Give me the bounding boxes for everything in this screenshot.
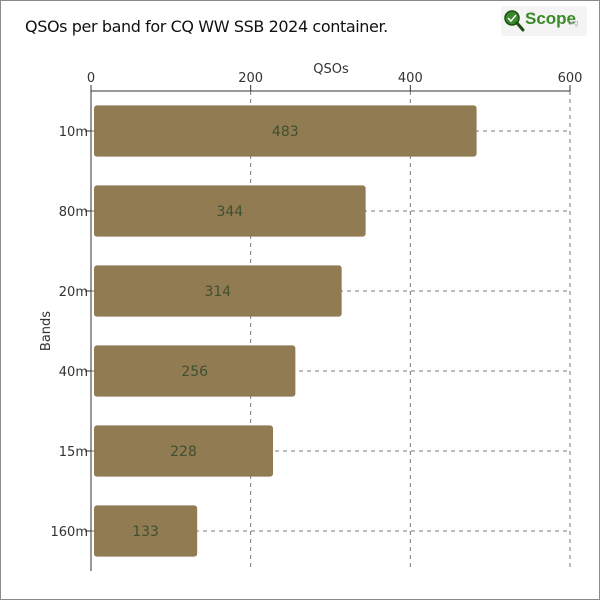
bar-value-label: 228 xyxy=(170,444,197,460)
qscope-logo[interactable]: Scope org xyxy=(501,6,587,36)
x-tick-label: 600 xyxy=(558,71,583,86)
chart-title: QSOs per band for CQ WW SSB 2024 contain… xyxy=(25,17,388,36)
y-tick-label: 15m xyxy=(59,445,88,460)
bar-value-label: 344 xyxy=(216,204,243,220)
y-tick-label: 40m xyxy=(59,365,88,380)
logo-suffix: org xyxy=(568,20,579,27)
logo-text: Scope xyxy=(525,9,577,28)
bar-80m[interactable] xyxy=(94,185,366,237)
bar-160m[interactable] xyxy=(94,505,198,557)
bar-20m[interactable] xyxy=(94,265,342,317)
y-tick-label: 80m xyxy=(59,205,88,220)
grid-lines xyxy=(91,91,571,571)
x-tick-label: 0 xyxy=(87,71,95,86)
y-tick-label: 20m xyxy=(59,285,88,300)
bar-40m[interactable] xyxy=(94,345,296,397)
axes-group: 0 200 400 600 10m 80m 20m 40m 15m 160m xyxy=(51,71,583,571)
x-tick-label: 200 xyxy=(238,71,263,86)
x-axis-label: QSOs xyxy=(313,62,349,77)
bar-value-label: 314 xyxy=(204,284,231,300)
y-tick-label: 160m xyxy=(51,525,88,540)
y-axis-label: Bands xyxy=(39,311,54,351)
x-tick-label: 400 xyxy=(398,71,423,86)
bar-value-label: 256 xyxy=(181,364,208,380)
bar-15m[interactable] xyxy=(94,425,274,477)
bars-group: 483 344 314 256 228 133 xyxy=(94,105,477,557)
bar-10m[interactable] xyxy=(94,105,477,157)
bar-value-label: 133 xyxy=(132,524,159,540)
bar-value-label: 483 xyxy=(272,124,299,140)
magnifier-icon xyxy=(504,10,525,32)
y-tick-label: 10m xyxy=(59,125,88,140)
